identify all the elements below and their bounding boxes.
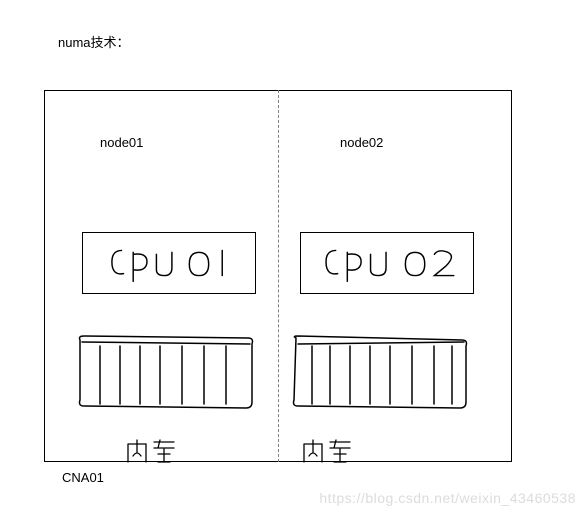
memory01-drawing xyxy=(76,330,256,412)
memory02-box xyxy=(290,330,470,412)
memory02-drawing xyxy=(290,330,470,412)
cpu02-handwriting xyxy=(301,233,473,293)
node01-label: node01 xyxy=(100,135,143,150)
memory01-label xyxy=(124,438,184,471)
container-label: CNA01 xyxy=(62,470,104,485)
node-divider xyxy=(278,90,279,462)
watermark-text: https://blog.csdn.net/weixin_43460538 xyxy=(319,490,576,506)
diagram-title: numa技术： xyxy=(58,32,130,51)
memory01-box xyxy=(76,330,256,412)
cpu02-box xyxy=(300,232,474,294)
node02-label: node02 xyxy=(340,135,383,150)
cpu01-box xyxy=(82,232,256,294)
memory02-label xyxy=(300,438,360,471)
cpu01-handwriting xyxy=(83,233,255,293)
